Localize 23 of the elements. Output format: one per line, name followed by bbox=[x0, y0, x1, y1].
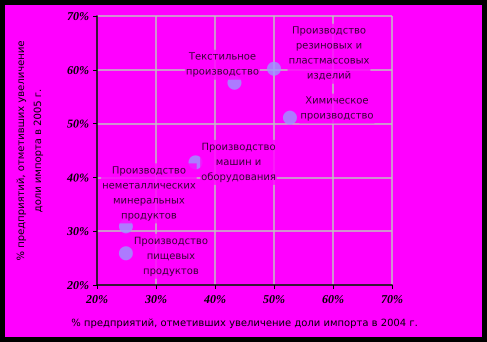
x-tick-label: 30% bbox=[144, 292, 167, 306]
annotation: Производство пищевых продуктов bbox=[134, 236, 208, 277]
y-tick-label: 50% bbox=[67, 116, 89, 131]
x-tick-label: 50% bbox=[263, 292, 285, 306]
x-axis-title: % предприятий, отметивших увеличение доли импорта в 2004 г. bbox=[71, 318, 418, 329]
x-tick-label: 60% bbox=[322, 292, 344, 306]
y-axis-title: % предприятий, отметивших увеличение доли импорта в 2005 г. bbox=[16, 40, 44, 260]
x-tick-label: 40% bbox=[203, 292, 226, 306]
y-tick-label: 70% bbox=[67, 9, 89, 23]
point bbox=[118, 246, 133, 260]
y-tick-label: 30% bbox=[66, 224, 89, 238]
y-tick-label: 40% bbox=[66, 170, 89, 184]
point bbox=[282, 110, 297, 125]
annotation: Текстильное производство bbox=[186, 52, 260, 78]
annotation: Производство машин и оборудования bbox=[201, 142, 276, 183]
annotation: Химическое производство bbox=[300, 96, 374, 122]
annotation: Производство неметаллических минеральных продуктов bbox=[102, 165, 196, 222]
y-tick-label: 60% bbox=[67, 62, 89, 77]
x-tick-label: 70% bbox=[381, 292, 403, 306]
x-tick-label: 20% bbox=[85, 292, 108, 306]
y-tick-label: 20% bbox=[66, 278, 89, 292]
point bbox=[267, 62, 281, 76]
annotation: Производство резиновых и пластмассовых изделий bbox=[288, 26, 370, 82]
